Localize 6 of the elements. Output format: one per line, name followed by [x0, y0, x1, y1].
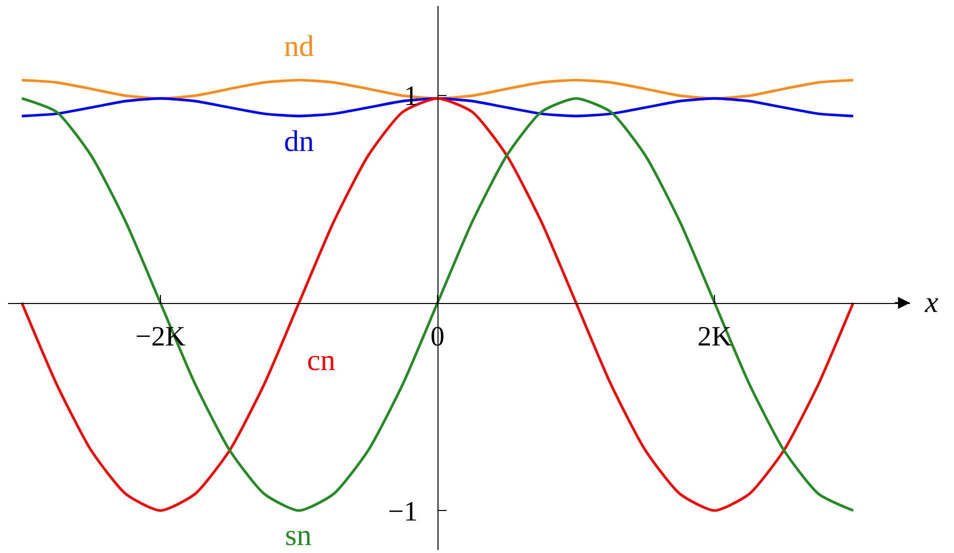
series-label: cn: [307, 344, 336, 377]
x-axis-title: x: [924, 286, 939, 319]
series-label: dn: [284, 125, 314, 158]
series-label: sn: [285, 519, 312, 552]
y-tick-label: −1: [388, 496, 418, 528]
series-label: nd: [284, 30, 314, 63]
